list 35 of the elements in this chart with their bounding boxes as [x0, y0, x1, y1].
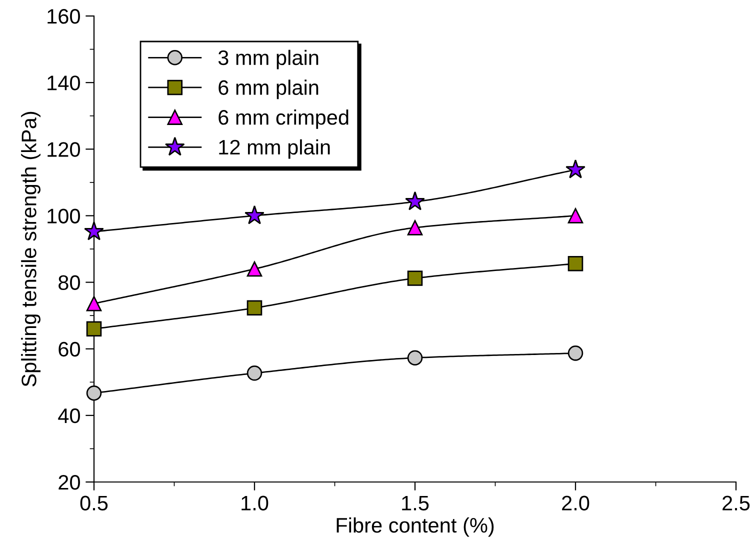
- y-tick-label: 140: [48, 76, 80, 90]
- point: [566, 159, 586, 178]
- point: [86, 385, 102, 401]
- x-tick-label: 2.5: [722, 496, 750, 510]
- y-tick-label: 60: [58, 342, 80, 357]
- point: [407, 270, 423, 286]
- point: [86, 296, 102, 312]
- y-axis-title: Splitting tensile strength (kPa): [21, 112, 40, 386]
- legend-label: 6 mm crimped: [218, 110, 348, 129]
- y-tick-label: 80: [58, 275, 80, 290]
- point: [246, 366, 262, 381]
- legend-label: 6 mm plain: [218, 80, 318, 100]
- point: [246, 261, 262, 277]
- x-axis-title: Fibre content (%): [336, 517, 494, 537]
- point: [407, 350, 423, 366]
- point: [84, 221, 104, 240]
- x-tick-label: 1.5: [402, 496, 429, 510]
- y-tick-label: 20: [58, 475, 80, 490]
- y-tick-label: 100: [48, 208, 80, 224]
- x-tick-label: 0.5: [80, 496, 108, 510]
- point: [407, 220, 423, 236]
- x-tick-label: 2.0: [562, 496, 590, 510]
- point: [244, 205, 264, 224]
- x-tick-label: 1.0: [242, 496, 268, 510]
- point: [405, 191, 425, 210]
- y-tick-label: 40: [58, 408, 80, 424]
- point: [86, 321, 102, 337]
- legend-label: 3 mm plain: [218, 50, 318, 70]
- point: [568, 346, 584, 361]
- legend-label: 12 mm plain: [219, 139, 330, 159]
- y-tick-label: 160: [48, 9, 80, 24]
- point: [246, 300, 262, 316]
- point: [568, 256, 584, 272]
- point: [568, 208, 584, 224]
- y-tick-label: 120: [48, 142, 80, 157]
